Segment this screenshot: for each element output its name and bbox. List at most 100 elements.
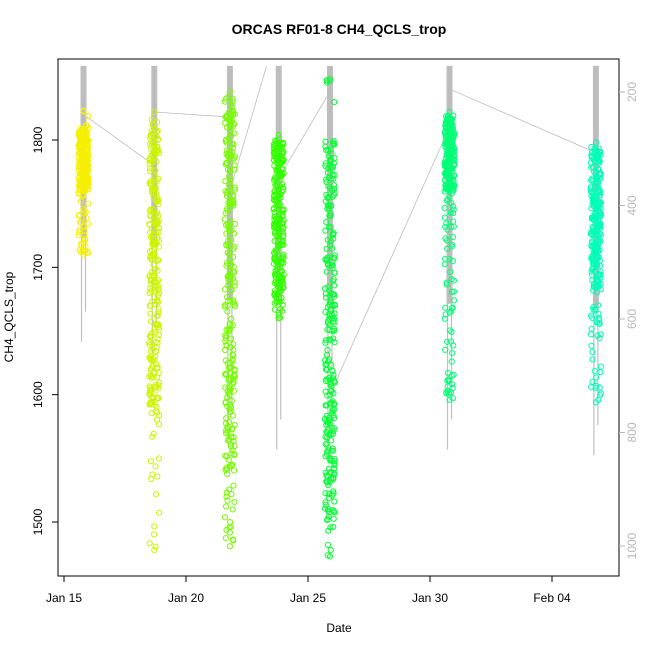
data-point [275, 188, 283, 195]
data-point [448, 328, 455, 335]
data-point [224, 302, 231, 309]
data-point [227, 261, 234, 268]
data-point [153, 257, 160, 264]
y2-tick-label: 800 [625, 422, 639, 442]
data-point [326, 417, 333, 424]
data-point [76, 211, 83, 219]
data-point [78, 240, 85, 247]
data-point [229, 447, 236, 454]
data-point [324, 516, 331, 523]
data-point [225, 276, 232, 283]
data-point [156, 509, 163, 516]
data-point [450, 218, 457, 225]
data-point [221, 286, 229, 293]
data-point [231, 373, 238, 380]
data-point [596, 188, 604, 195]
data-point [222, 466, 229, 474]
data-point [323, 219, 330, 226]
data-point [448, 223, 455, 230]
data-point [149, 121, 156, 129]
data-point [228, 315, 235, 322]
data-point [152, 382, 159, 389]
data-point [272, 196, 279, 204]
data-point [329, 278, 337, 285]
data-point [226, 88, 234, 95]
data-point [221, 98, 229, 105]
data-point [277, 298, 284, 305]
data-point [271, 187, 278, 194]
data-point [85, 112, 92, 120]
data-point [80, 185, 88, 192]
data-point [148, 356, 155, 363]
data-point [441, 205, 448, 212]
data-point [273, 232, 280, 239]
data-point [322, 339, 329, 346]
data-point [274, 222, 281, 229]
data-point [228, 101, 235, 109]
data-point [271, 300, 278, 307]
data-point [446, 115, 453, 122]
data-point [270, 221, 277, 228]
data-point [329, 172, 336, 179]
data-point [148, 340, 155, 347]
data-point [278, 219, 285, 226]
data-point [271, 271, 279, 278]
data-point [590, 227, 597, 234]
data-point [223, 222, 230, 229]
data-point [223, 526, 230, 534]
data-point [229, 506, 236, 513]
data-point [330, 523, 337, 531]
data-point [278, 152, 285, 159]
data-point [273, 280, 280, 287]
data-point [590, 164, 597, 171]
data-point [227, 321, 234, 328]
data-point [226, 418, 233, 426]
data-point [223, 230, 230, 237]
data-point [280, 254, 287, 261]
data-point [450, 132, 457, 139]
data-point [231, 220, 238, 228]
data-point [152, 543, 159, 550]
data-point [151, 108, 158, 116]
data-point [322, 290, 330, 297]
data-point [591, 306, 599, 313]
data-point [330, 315, 338, 322]
data-point [230, 155, 238, 162]
data-point [152, 463, 159, 470]
data-point [441, 214, 448, 221]
data-point [226, 543, 234, 550]
data-point [451, 297, 458, 304]
data-point [449, 257, 456, 264]
data-point [225, 437, 232, 444]
data-point [226, 268, 233, 275]
data-point [587, 331, 595, 338]
data-point [223, 427, 230, 434]
data-point [597, 369, 604, 376]
data-point [446, 396, 453, 403]
data-point [327, 468, 334, 476]
data-point [230, 388, 237, 395]
data-point [155, 285, 162, 292]
data-point [222, 420, 230, 427]
data-point [590, 283, 597, 290]
data-point [592, 218, 599, 225]
data-point [327, 391, 334, 398]
data-point [589, 231, 596, 239]
data-point [331, 425, 338, 432]
data-point [589, 378, 596, 385]
data-point [323, 472, 330, 479]
data-point [81, 171, 88, 178]
data-point [77, 138, 84, 145]
data-point [155, 306, 162, 313]
y2-tick-label: 400 [625, 195, 639, 215]
data-point [588, 342, 595, 349]
data-point [224, 308, 231, 315]
data-point [441, 315, 448, 322]
data-point [329, 492, 336, 499]
data-point [153, 239, 160, 247]
data-point [328, 383, 335, 390]
data-point [444, 369, 451, 376]
data-point [224, 237, 232, 244]
data-point [148, 374, 155, 382]
data-point [75, 154, 83, 161]
